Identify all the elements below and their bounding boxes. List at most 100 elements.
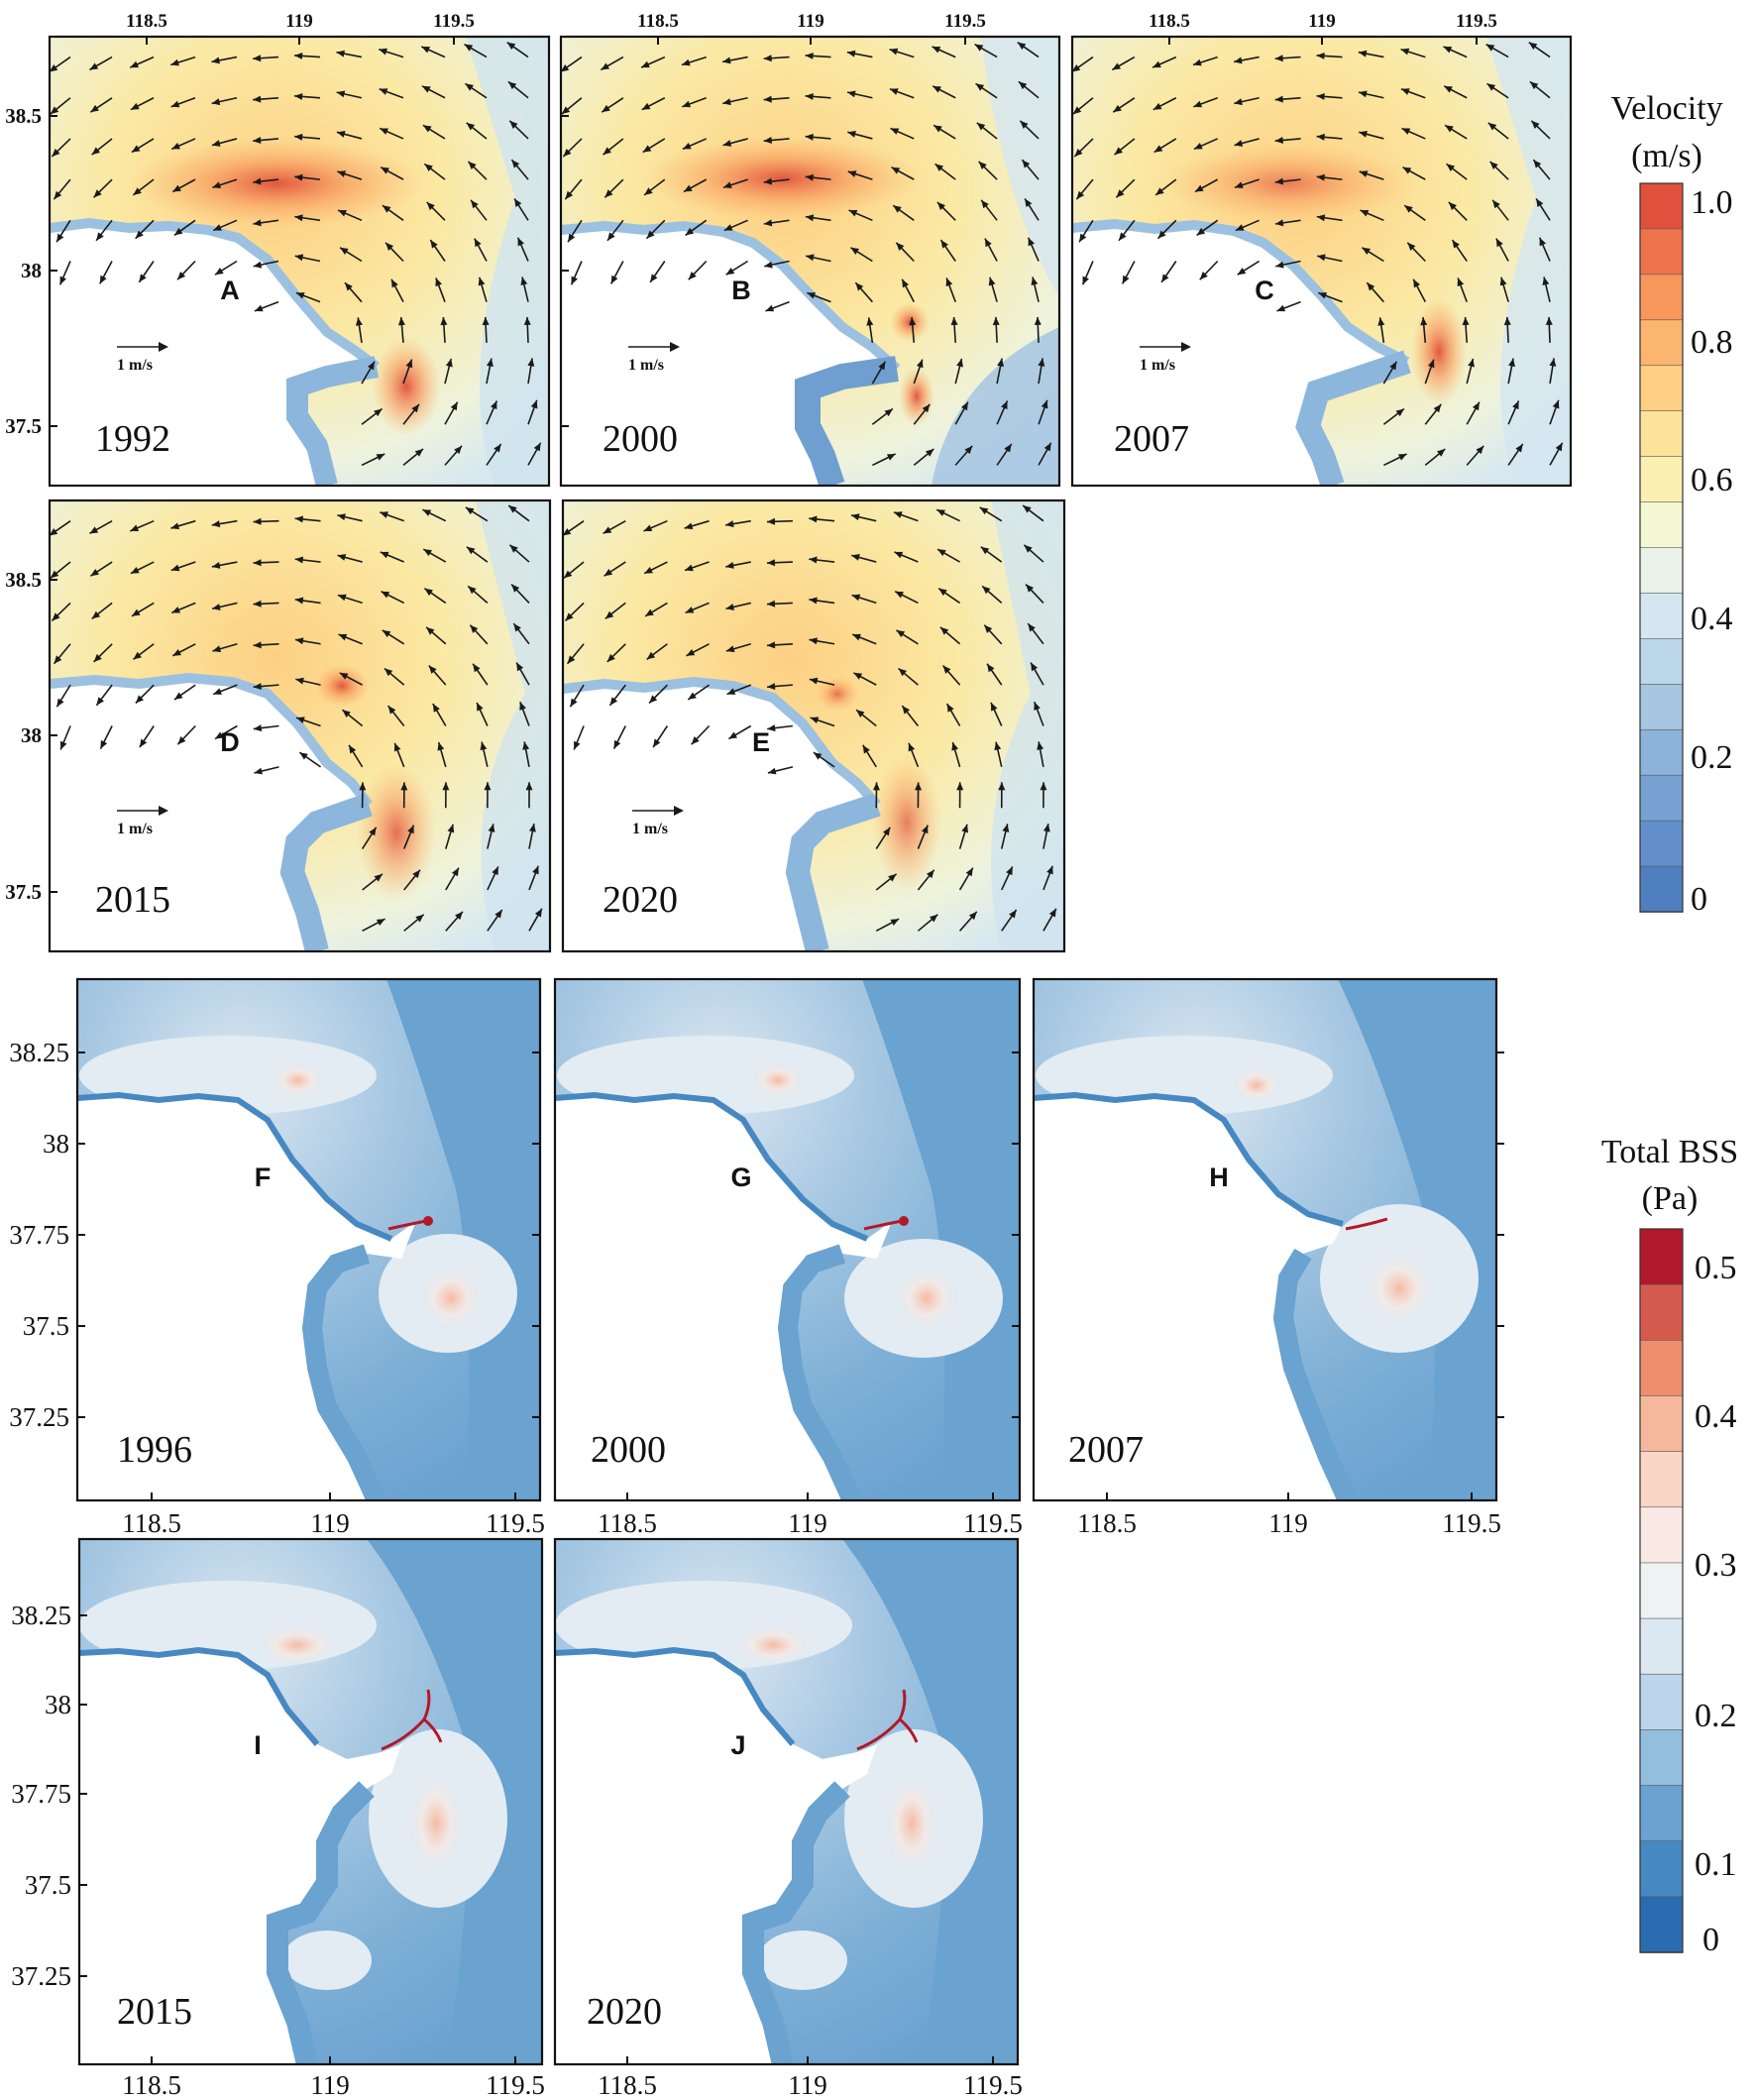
current-arrow-head (940, 240, 948, 249)
current-arrow-head (91, 147, 101, 156)
current-arrow-head (650, 274, 658, 282)
land-mass (555, 1650, 877, 2064)
current-arrow-head (295, 677, 304, 685)
y-tick-label: 38 (45, 1690, 71, 1719)
current-arrow-head (1072, 106, 1082, 115)
current-arrow-head (1401, 128, 1411, 135)
colorbar-label: 0.5 (1695, 1250, 1737, 1286)
current-arrow-head (253, 219, 262, 227)
current-arrow-head (435, 277, 442, 287)
current-arrow-head (130, 60, 140, 68)
current-arrow-head (961, 824, 969, 833)
current-arrow-head (851, 594, 861, 602)
current-arrow-head (937, 549, 946, 557)
current-arrow-head (563, 570, 573, 579)
current-arrow-head (725, 562, 734, 569)
current-arrow-head (603, 526, 612, 534)
current-arrow-head (728, 731, 738, 739)
current-arrow-head (1487, 122, 1497, 131)
current-arrow-head (253, 177, 262, 185)
current-arrow-head (1472, 401, 1480, 411)
current-arrow-head (1234, 181, 1244, 189)
current-arrow-head (171, 607, 181, 613)
current-arrow-head (455, 911, 463, 921)
colorbar-label: 1.0 (1691, 184, 1733, 221)
x-tick-label: 119 (285, 11, 312, 32)
current-arrow-head (484, 782, 492, 791)
current-arrow-head (294, 637, 304, 645)
current-arrow-head (1002, 824, 1010, 832)
current-arrow-head (376, 453, 385, 461)
current-arrow-head (1076, 190, 1085, 200)
current-arrow-head (1316, 92, 1325, 100)
current-arrow-head (805, 52, 814, 59)
land-mass (1072, 224, 1407, 486)
current-arrow-head (809, 637, 818, 645)
panel-frame (77, 1537, 544, 2066)
panel-year: 2020 (587, 1991, 662, 2033)
current-arrow-head (1316, 214, 1326, 222)
colorbar-swatch (1639, 684, 1684, 731)
current-arrow-head (130, 524, 140, 531)
current-arrow-head (466, 122, 476, 131)
current-arrow-head (1009, 910, 1017, 919)
current-arrow-head (1194, 184, 1204, 192)
current-arrow-head (898, 668, 907, 677)
scale-arrow-label: 1 m/s (632, 821, 668, 837)
panel-letter: B (731, 276, 751, 305)
current-arrow-head (422, 125, 432, 133)
current-arrow-head (960, 401, 968, 411)
scale-arrow-a: 1 m/s (117, 342, 168, 374)
current-arrow-head (981, 199, 989, 209)
current-arrow-head (681, 58, 691, 66)
current-arrow-head (1276, 304, 1286, 312)
current-arrow-head (294, 556, 304, 564)
current-arrow-head (382, 629, 391, 638)
coastal-shallows (795, 356, 899, 486)
current-arrow-head (345, 282, 353, 291)
colorbar-swatch (1639, 456, 1684, 503)
current-arrow-head (1457, 277, 1465, 287)
current-arrow-head (893, 511, 903, 518)
current-arrow-head (1495, 238, 1503, 248)
coastal-shallows (1272, 1248, 1358, 1500)
colorbar-label: 0.4 (1695, 1398, 1737, 1435)
current-arrow-head (253, 600, 262, 608)
current-arrow-head (1462, 317, 1470, 326)
current-arrow-head (405, 359, 413, 369)
current-arrow-head (1443, 47, 1453, 54)
low-velocity-zone (932, 327, 1059, 486)
y-tick-label: 38 (21, 259, 42, 282)
current-arrow-head (1071, 64, 1081, 72)
low-stress-zone (862, 979, 1020, 1500)
bss-panel-g (555, 979, 1020, 1500)
colorbar-label: 0.2 (1691, 739, 1733, 776)
colorbar-swatch (1639, 365, 1684, 412)
colorbar-label: 0.2 (1695, 1698, 1737, 1734)
current-arrow-head (253, 724, 263, 732)
colorbar-swatch (1639, 182, 1684, 230)
coastal-shallows (777, 1244, 862, 1500)
current-arrow-head (1542, 276, 1550, 286)
current-arrow-head (767, 600, 776, 608)
colorbar-label: 0 (1691, 881, 1707, 918)
current-arrow-head (422, 509, 432, 516)
current-arrow-head (211, 562, 221, 569)
current-arrow-head (643, 524, 653, 531)
current-arrow-head (1413, 278, 1421, 288)
current-arrow-head (380, 128, 388, 135)
panel-frame (75, 977, 542, 1502)
current-arrow-head (488, 824, 495, 832)
colorbar-label: 0.8 (1691, 324, 1733, 361)
y-tick-label: 37.5 (23, 1311, 69, 1341)
current-arrow-head (215, 268, 224, 276)
low-velocity-zone (1486, 37, 1571, 486)
y-tick-label: 38 (43, 1129, 69, 1159)
bss-colorbar: Total BSS (Pa) 0.5 0.4 0.3 0.2 0.1 0 (1601, 1134, 1738, 1958)
current-arrow-head (133, 187, 142, 195)
current-arrow-head (480, 741, 488, 751)
current-arrow-head (726, 688, 736, 695)
current-arrow-head (130, 102, 140, 110)
current-arrow-head (1359, 90, 1368, 98)
